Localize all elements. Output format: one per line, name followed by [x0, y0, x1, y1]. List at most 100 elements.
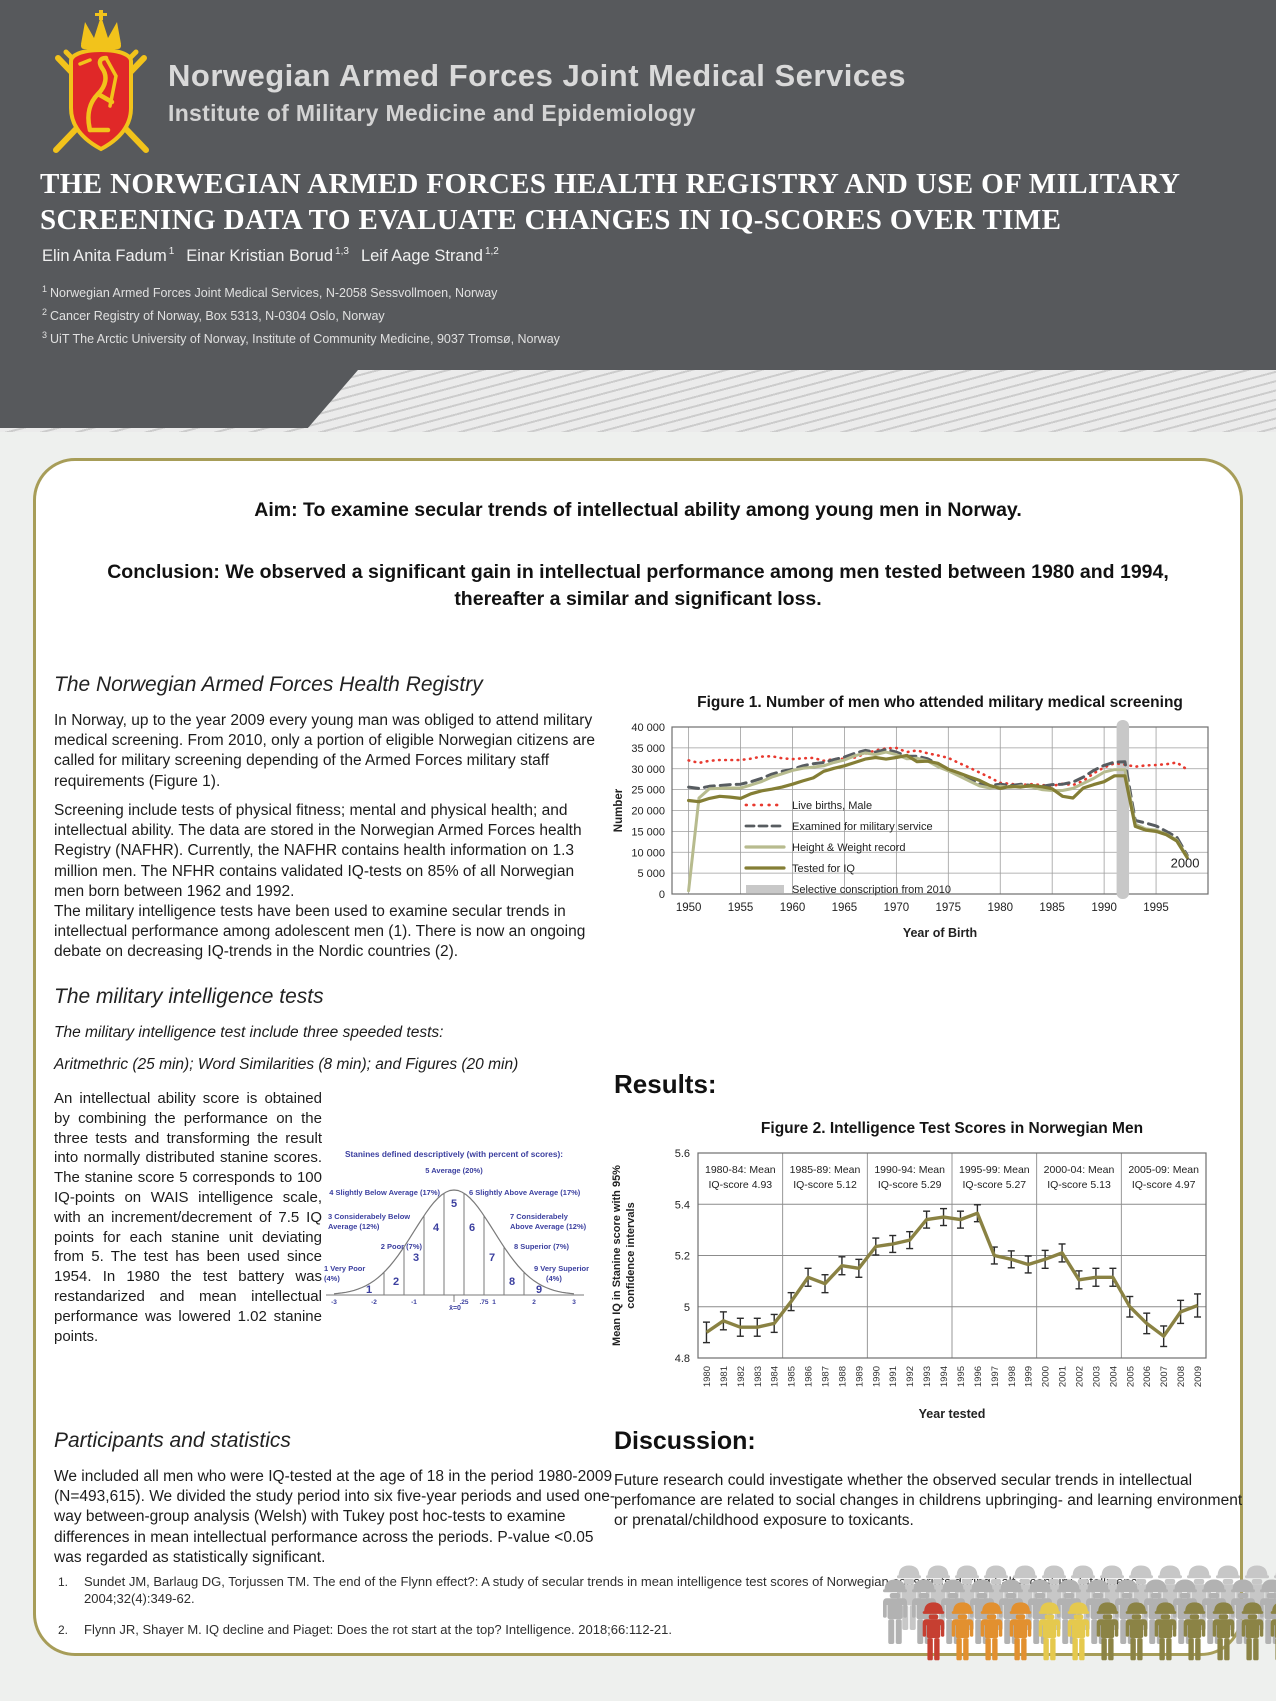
svg-text:1988: 1988 [837, 1366, 848, 1387]
svg-text:1980: 1980 [987, 902, 1013, 914]
poster-title-line2: SCREENING DATA TO EVALUATE CHANGES IN IQ… [40, 204, 1062, 236]
svg-text:1990: 1990 [1091, 902, 1117, 914]
svg-text:1991: 1991 [888, 1366, 899, 1387]
section-heading-registry: The Norwegian Armed Forces Health Regist… [54, 673, 483, 696]
svg-text:2000: 2000 [1041, 1366, 1052, 1387]
svg-text:10 000: 10 000 [631, 847, 665, 859]
svg-text:40 000: 40 000 [631, 722, 665, 734]
svg-text:1995-99: Mean: 1995-99: Mean [959, 1164, 1030, 1176]
svg-text:1 Very Poor: 1 Very Poor [324, 1264, 365, 1273]
svg-text:1997: 1997 [990, 1366, 1001, 1387]
svg-text:1985: 1985 [787, 1366, 798, 1387]
header-band: Norwegian Armed Forces Joint Medical Ser… [0, 0, 1276, 370]
svg-text:1980-84: Mean: 1980-84: Mean [705, 1164, 776, 1176]
svg-text:4.8: 4.8 [675, 1353, 690, 1365]
svg-text:1950: 1950 [676, 902, 702, 914]
registry-paragraph-1: In Norway, up to the year 2009 every you… [54, 712, 596, 790]
svg-text:(4%): (4%) [324, 1274, 340, 1283]
svg-text:-1: -1 [411, 1299, 417, 1306]
svg-text:1992: 1992 [905, 1366, 916, 1387]
svg-text:2 Poor (7%): 2 Poor (7%) [381, 1242, 423, 1251]
svg-text:.25: .25 [459, 1299, 468, 1306]
svg-text:9 Very Superior: 9 Very Superior [534, 1264, 589, 1273]
svg-text:5: 5 [451, 1198, 457, 1210]
svg-text:6: 6 [469, 1222, 475, 1234]
svg-text:1990: 1990 [871, 1366, 882, 1387]
tests-detail: Aritmethric (25 min); Word Similarities … [54, 1056, 519, 1073]
participants-paragraph: We included all men who were IQ-tested a… [54, 1468, 616, 1566]
discussion-heading: Discussion: [614, 1427, 756, 1455]
svg-text:2004: 2004 [1108, 1366, 1119, 1387]
svg-text:5 Average (20%): 5 Average (20%) [425, 1166, 483, 1175]
svg-text:Year tested: Year tested [919, 1407, 986, 1421]
svg-text:1993: 1993 [922, 1366, 933, 1387]
svg-text:3: 3 [413, 1252, 419, 1264]
svg-text:2005-09: Mean: 2005-09: Mean [1128, 1164, 1199, 1176]
svg-text:1982: 1982 [736, 1366, 747, 1387]
svg-text:1: 1 [492, 1299, 496, 1306]
svg-text:1955: 1955 [728, 902, 754, 914]
svg-text:5.2: 5.2 [675, 1251, 690, 1263]
svg-text:Examined for military service: Examined for military service [792, 821, 933, 833]
crown-icon [81, 10, 121, 49]
content-card: Aim: To examine secular trends of intell… [33, 458, 1243, 1656]
svg-text:1995: 1995 [956, 1366, 967, 1387]
svg-text:5.4: 5.4 [675, 1199, 690, 1211]
svg-text:-3: -3 [331, 1299, 337, 1306]
svg-text:2000-04: Mean: 2000-04: Mean [1044, 1164, 1115, 1176]
svg-text:1999: 1999 [1024, 1366, 1035, 1387]
org-subtitle: Institute of Military Medicine and Epide… [168, 100, 696, 126]
svg-text:Height & Weight record: Height & Weight record [792, 842, 906, 854]
svg-text:2007: 2007 [1159, 1366, 1170, 1387]
svg-text:35 000: 35 000 [631, 743, 665, 755]
svg-text:Selective conscription from 20: Selective conscription from 2010 [792, 884, 951, 896]
svg-text:1996: 1996 [973, 1366, 984, 1387]
svg-text:Year of Birth: Year of Birth [903, 926, 977, 940]
svg-text:IQ-score 5.29: IQ-score 5.29 [878, 1179, 942, 1191]
soldier-pictogram-group [883, 1565, 1276, 1661]
svg-text:x̄=0: x̄=0 [449, 1304, 461, 1311]
svg-text:9: 9 [536, 1284, 542, 1296]
svg-text:5.6: 5.6 [675, 1148, 690, 1160]
svg-text:2005: 2005 [1125, 1366, 1136, 1387]
svg-text:Live births, Male: Live births, Male [792, 800, 872, 812]
svg-text:2008: 2008 [1176, 1366, 1187, 1387]
svg-text:25 000: 25 000 [631, 785, 665, 797]
svg-text:-2: -2 [371, 1299, 377, 1306]
section-heading-participants: Participants and statistics [54, 1429, 291, 1452]
org-name: Norwegian Armed Forces Joint Medical Ser… [168, 58, 907, 93]
svg-text:Above Average (12%): Above Average (12%) [510, 1222, 587, 1231]
svg-text:30 000: 30 000 [631, 764, 665, 776]
svg-text:1990-94: Mean: 1990-94: Mean [874, 1164, 945, 1176]
coat-of-arms-logo [53, 10, 149, 153]
svg-text:1986: 1986 [804, 1366, 815, 1387]
svg-text:1960: 1960 [780, 902, 806, 914]
svg-text:2002: 2002 [1075, 1366, 1086, 1387]
svg-text:IQ-score 5.27: IQ-score 5.27 [963, 1179, 1027, 1191]
svg-text:Average (12%): Average (12%) [328, 1222, 380, 1231]
svg-text:1987: 1987 [821, 1366, 832, 1387]
svg-text:3 Considerabely Below: 3 Considerabely Below [328, 1212, 410, 1221]
svg-text:Mean IQ in Stanine score with: Mean IQ in Stanine score with 95% [611, 1165, 623, 1346]
svg-text:confidence intervals: confidence intervals [625, 1202, 637, 1308]
svg-text:2003: 2003 [1091, 1366, 1102, 1387]
svg-text:1980: 1980 [702, 1366, 713, 1387]
reference-item: 1. Sundet JM, Barlaug DG, Torjussen TM. T… [58, 1574, 1148, 1606]
svg-text:2: 2 [532, 1299, 536, 1306]
affiliations: 1 Norwegian Armed Forces Joint Medical Se… [42, 284, 560, 347]
svg-text:1989: 1989 [854, 1366, 865, 1387]
conclusion-statement: Conclusion: We observed a significant ga… [107, 561, 1169, 610]
aim-statement: Aim: To examine secular trends of intell… [254, 499, 1022, 521]
svg-text:IQ-score 4.93: IQ-score 4.93 [709, 1179, 773, 1191]
svg-text:4: 4 [433, 1222, 440, 1234]
svg-text:(4%): (4%) [546, 1274, 562, 1283]
svg-text:.75: .75 [479, 1299, 488, 1306]
svg-text:1970: 1970 [884, 902, 910, 914]
svg-text:1984: 1984 [770, 1366, 781, 1387]
stanine-distribution-diagram: Stanines defined descriptively (with per… [324, 1149, 589, 1311]
figure2-chart: Figure 2. Intelligence Test Scores in No… [611, 1120, 1207, 1421]
registry-paragraph-2: Screening include tests of physical fitn… [54, 802, 582, 900]
poster-title-line1: THE NORWEGIAN ARMED FORCES HEALTH REGIST… [40, 168, 1181, 200]
svg-text:2009: 2009 [1193, 1366, 1204, 1387]
svg-text:1994: 1994 [939, 1366, 950, 1387]
